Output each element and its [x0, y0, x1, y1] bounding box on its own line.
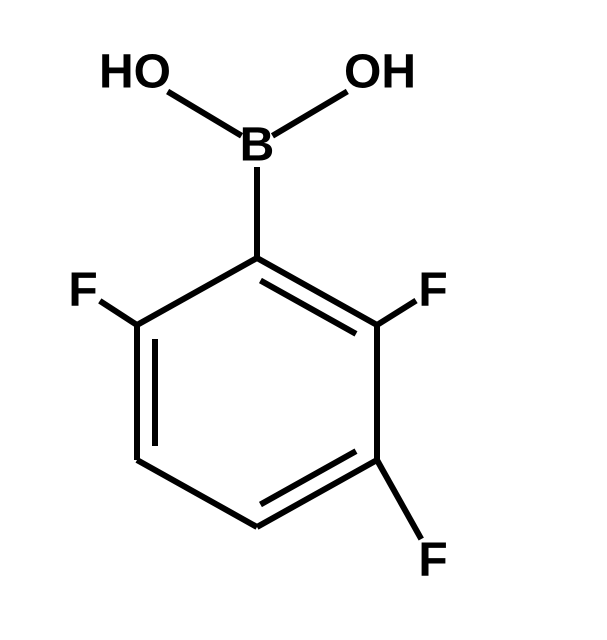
- atom-f-left: F: [68, 264, 97, 317]
- bond-fB: [377, 460, 421, 539]
- molecule-diagram: HO OH B F F F: [0, 0, 607, 640]
- bond-c6c1: [137, 258, 257, 325]
- atom-oh-right: OH: [344, 46, 416, 99]
- atom-f-right: F: [418, 264, 447, 317]
- atom-oh-left: HO: [99, 46, 171, 99]
- bond-b-OH-right: [272, 91, 347, 135]
- bond-c4c5: [137, 460, 257, 527]
- bond-b-OH-left: [168, 92, 242, 136]
- bond-fR: [377, 301, 416, 325]
- bond-fL: [100, 301, 137, 325]
- atom-boron: B: [240, 119, 275, 172]
- atom-f-bottom: F: [418, 534, 447, 587]
